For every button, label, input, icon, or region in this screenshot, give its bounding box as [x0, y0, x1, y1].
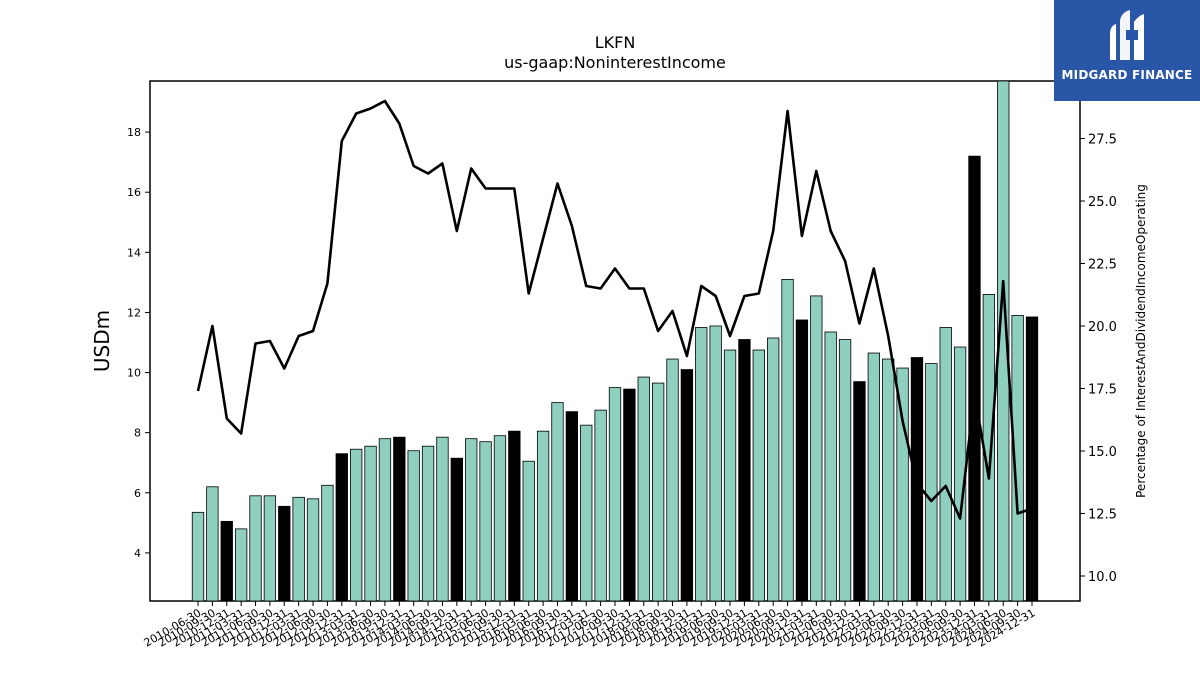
bar: [335, 453, 348, 602]
bar: [767, 337, 780, 602]
bar: [220, 520, 233, 602]
chart-subtitle: us-gaap:NoninterestIncome: [504, 53, 726, 72]
bar: [393, 436, 406, 602]
y2-tick-label: 17.5: [1088, 383, 1117, 398]
bar: [666, 358, 679, 602]
bar: [378, 438, 392, 602]
bar: [738, 339, 751, 602]
y2-tick-label: 20.0: [1088, 320, 1117, 335]
bar: [781, 278, 794, 602]
y2-tick-label: 10.0: [1088, 570, 1117, 585]
y-tick-label: 10: [127, 367, 141, 380]
logo-mark-icon: [1110, 10, 1144, 60]
bars: [191, 80, 1039, 602]
y-tick-label: 18: [127, 126, 141, 139]
bar: [882, 358, 895, 602]
y2-tick-label: 27.5: [1088, 133, 1117, 148]
y-tick-label: 4: [134, 547, 141, 560]
bar: [522, 460, 535, 602]
y2-tick-label: 22.5: [1088, 258, 1117, 273]
bar: [191, 511, 205, 602]
bar: [206, 486, 219, 602]
logo-text: MIDGARD FINANCE: [1061, 68, 1193, 82]
bar: [536, 430, 550, 602]
bar: [421, 445, 435, 602]
right-axis: 10.0 12.5 15.0 17.5 20.0 22.5 25.0 27.5: [1080, 133, 1117, 585]
bar: [824, 331, 837, 602]
bar: [723, 349, 737, 602]
bar: [608, 387, 622, 602]
bar: [680, 369, 694, 602]
bar: [407, 450, 420, 602]
bar: [263, 495, 277, 602]
x-axis: 2010-06-302010-09-302010-12-312011-03-31…: [142, 601, 1038, 650]
bar: [508, 430, 521, 602]
bar: [551, 402, 564, 602]
bar: [234, 528, 248, 602]
percentage-line: [196, 99, 1033, 520]
bar: [292, 496, 305, 602]
y2-tick-label: 15.0: [1088, 445, 1117, 460]
bar: [752, 349, 765, 602]
bar: [623, 388, 636, 602]
bar: [853, 381, 866, 602]
bar: [364, 445, 377, 602]
bar: [651, 382, 665, 602]
bar: [321, 484, 334, 602]
y-tick-label: 14: [127, 246, 141, 259]
bar: [493, 435, 507, 602]
y-tick-label: 12: [127, 306, 141, 319]
y2-tick-label: 25.0: [1088, 195, 1117, 210]
bar: [565, 411, 579, 602]
bar: [436, 436, 449, 602]
bar: [278, 505, 291, 602]
y-tick-label: 6: [134, 487, 141, 500]
y2-tick-label: 12.5: [1088, 508, 1117, 523]
bar: [350, 448, 363, 602]
chart-title: LKFN: [595, 33, 636, 52]
bar: [867, 352, 880, 602]
bar: [838, 339, 852, 602]
bar: [306, 498, 320, 602]
y-tick-label: 8: [134, 427, 141, 440]
bar: [810, 295, 823, 602]
brand-logo: MIDGARD FINANCE: [1054, 0, 1200, 101]
line-series: [196, 99, 1033, 520]
bar: [637, 376, 650, 602]
bar: [1025, 316, 1039, 602]
bar: [450, 457, 463, 602]
bar: [580, 424, 593, 602]
bar: [249, 495, 262, 602]
bar: [695, 327, 708, 602]
y-tick-label: 16: [127, 186, 141, 199]
bar: [594, 409, 607, 602]
bar: [968, 155, 981, 602]
bar: [709, 325, 722, 602]
left-axis: 4 6 8 10 12 14 16 18: [127, 126, 150, 560]
bar: [479, 441, 492, 602]
y-axis-label: USDm: [90, 310, 114, 372]
bar: [939, 327, 952, 602]
bar: [465, 438, 478, 602]
bar: [795, 319, 809, 602]
y2-axis-label: Percentage of InterestAndDividendIncomeO…: [1134, 184, 1148, 498]
bar: [925, 363, 938, 602]
